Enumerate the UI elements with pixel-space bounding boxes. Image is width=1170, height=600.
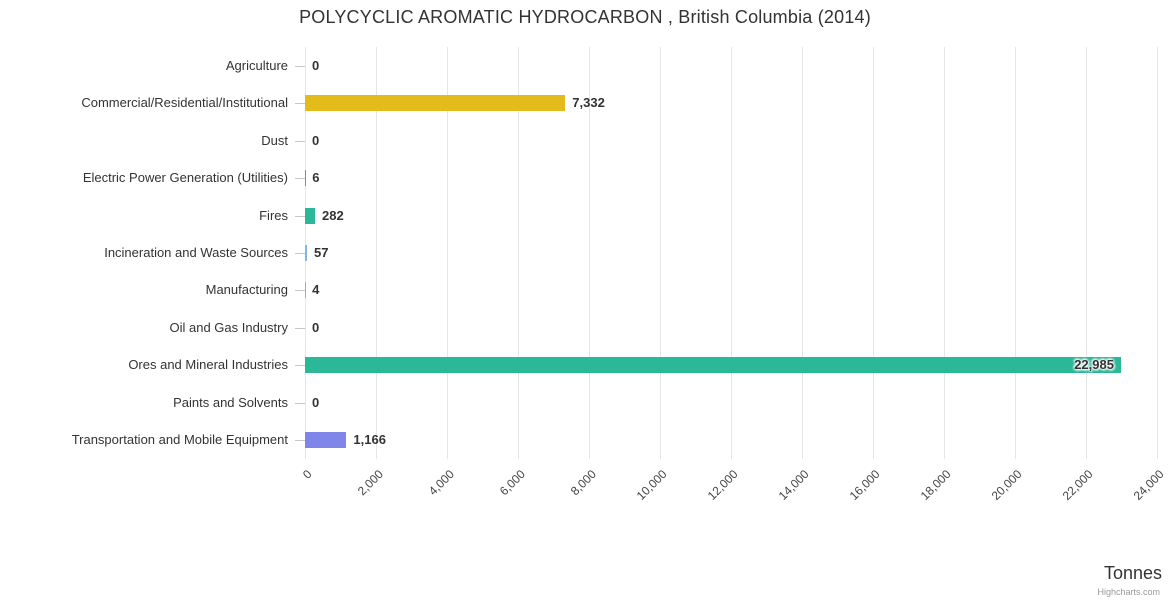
- x-axis-tick-label-text: 22,000: [1060, 467, 1096, 503]
- value-label: 6: [312, 170, 320, 186]
- category-label: Agriculture: [225, 57, 288, 73]
- value-label: 0: [312, 319, 320, 335]
- gridline: [731, 47, 732, 459]
- bar[interactable]: [305, 432, 347, 449]
- y-axis-tick: [295, 215, 305, 217]
- x-axis-tick-label-text: 12,000: [705, 467, 741, 503]
- gridline: [660, 47, 661, 459]
- value-label: 7,332: [572, 95, 605, 111]
- x-axis-tick-label-text: 4,000: [425, 467, 457, 499]
- x-axis-tick-label-text: 2,000: [354, 467, 386, 499]
- y-axis-tick: [295, 103, 305, 105]
- value-label: 4: [312, 282, 320, 298]
- x-axis-tick-label-text: 14,000: [776, 467, 812, 503]
- gridline: [1086, 47, 1087, 459]
- y-axis-tick: [295, 365, 305, 367]
- gridline: [1015, 47, 1016, 459]
- y-axis-tick: [295, 65, 305, 67]
- chart-title: POLYCYCLIC AROMATIC HYDROCARBON , Britis…: [299, 7, 871, 27]
- x-axis-tick-label-text: 24,000: [1131, 467, 1167, 503]
- x-axis-tick-label-text: 0: [300, 467, 315, 482]
- gridline: [589, 47, 590, 459]
- category-label: Manufacturing: [205, 282, 288, 298]
- highcharts-credit[interactable]: Highcharts.com: [1097, 587, 1160, 597]
- x-axis-tick-label-text: 6,000: [496, 467, 528, 499]
- y-axis-tick: [295, 440, 305, 442]
- category-label: Fires: [259, 207, 288, 223]
- y-axis-tick: [295, 402, 305, 404]
- category-label: Dust: [261, 132, 288, 148]
- y-axis-tick: [295, 140, 305, 142]
- value-label: 1,166: [353, 432, 386, 448]
- gridline: [944, 47, 945, 459]
- category-label: Incineration and Waste Sources: [104, 245, 288, 260]
- bar[interactable]: [305, 357, 1121, 374]
- value-label: 282: [322, 207, 344, 223]
- category-label: Ores and Mineral Industries: [128, 357, 288, 373]
- category-label: Oil and Gas Industry: [169, 319, 289, 335]
- y-axis-tick: [295, 253, 305, 254]
- x-axis-tick-label-text: 16,000: [847, 467, 883, 503]
- gridline: [873, 47, 874, 459]
- value-label: 0: [312, 132, 320, 148]
- y-axis-tick: [295, 178, 305, 180]
- bar[interactable]: [305, 95, 566, 112]
- value-label: 0: [312, 57, 320, 73]
- gridline: [1157, 47, 1158, 459]
- gridline: [518, 47, 519, 459]
- gridline: [376, 47, 377, 459]
- value-label: 57: [314, 245, 329, 260]
- x-axis-tick-label-text: 10,000: [634, 467, 670, 503]
- category-label: Transportation and Mobile Equipment: [71, 432, 288, 448]
- gridline: [802, 47, 803, 459]
- x-axis-tick-label-text: 18,000: [918, 467, 954, 503]
- gridline: [447, 47, 448, 459]
- x-axis-tick-label-text: 20,000: [989, 467, 1025, 503]
- category-label: Paints and Solvents: [173, 394, 288, 410]
- category-label: Commercial/Residential/Institutional: [81, 95, 288, 111]
- bar[interactable]: [305, 245, 308, 261]
- x-axis-tick-label-text: 8,000: [567, 467, 599, 499]
- value-label: 0: [312, 394, 320, 410]
- value-label: 22,985: [1074, 357, 1114, 373]
- bar[interactable]: [305, 207, 315, 224]
- y-axis-tick: [295, 327, 305, 329]
- y-axis-tick: [295, 290, 305, 292]
- x-axis-title: Tonnes: [1103, 563, 1162, 583]
- category-label: Electric Power Generation (Utilities): [82, 170, 288, 186]
